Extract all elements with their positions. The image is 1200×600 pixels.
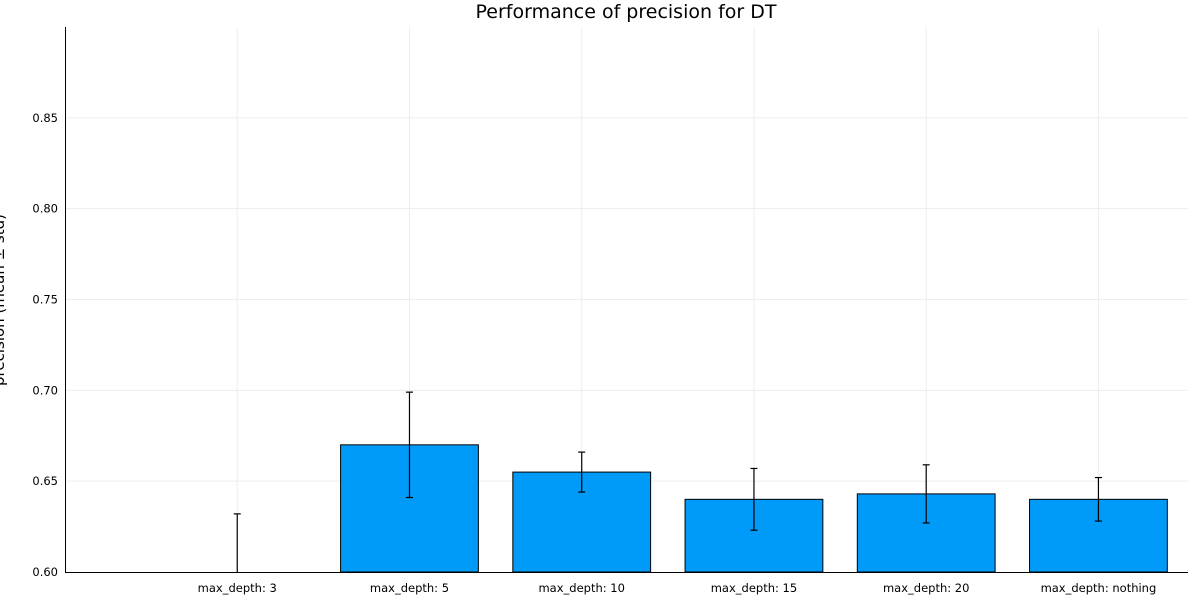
- x-tick-label: max_depth: 20: [883, 581, 969, 595]
- x-tick-label: max_depth: 15: [711, 581, 797, 595]
- error-bar: [750, 467, 758, 531]
- chart-title: Performance of precision for DT: [476, 1, 777, 23]
- grid-lines: [65, 27, 1188, 572]
- x-tick-label: max_depth: 5: [370, 581, 449, 595]
- bars: [340, 444, 1168, 573]
- y-tick-label: 0.70: [32, 383, 58, 397]
- y-tick-label: 0.85: [32, 111, 58, 125]
- x-tick-label: max_depth: 3: [198, 581, 277, 595]
- y-tick-label: 0.75: [32, 293, 58, 307]
- error-bar: [233, 513, 241, 572]
- x-tick-labels: max_depth: 3 max_depth: 5 max_depth: 10 max…: [198, 581, 1157, 595]
- y-tick-label: 0.65: [32, 474, 58, 488]
- error-bar: [578, 451, 586, 493]
- error-bar: [922, 464, 930, 524]
- x-tick-label: max_depth: nothing: [1041, 581, 1157, 595]
- y-tick-label: 0.60: [32, 565, 58, 579]
- y-tick-labels: 0.60 0.65 0.70 0.75 0.80 0.85: [32, 111, 58, 579]
- y-tick-label: 0.80: [32, 202, 58, 216]
- y-axis-label: precision (mean ± std): [0, 214, 8, 386]
- error-bar: [1094, 476, 1102, 522]
- x-tick-label: max_depth: 10: [538, 581, 624, 595]
- error-bars: [233, 391, 1102, 572]
- error-bar: [405, 391, 413, 499]
